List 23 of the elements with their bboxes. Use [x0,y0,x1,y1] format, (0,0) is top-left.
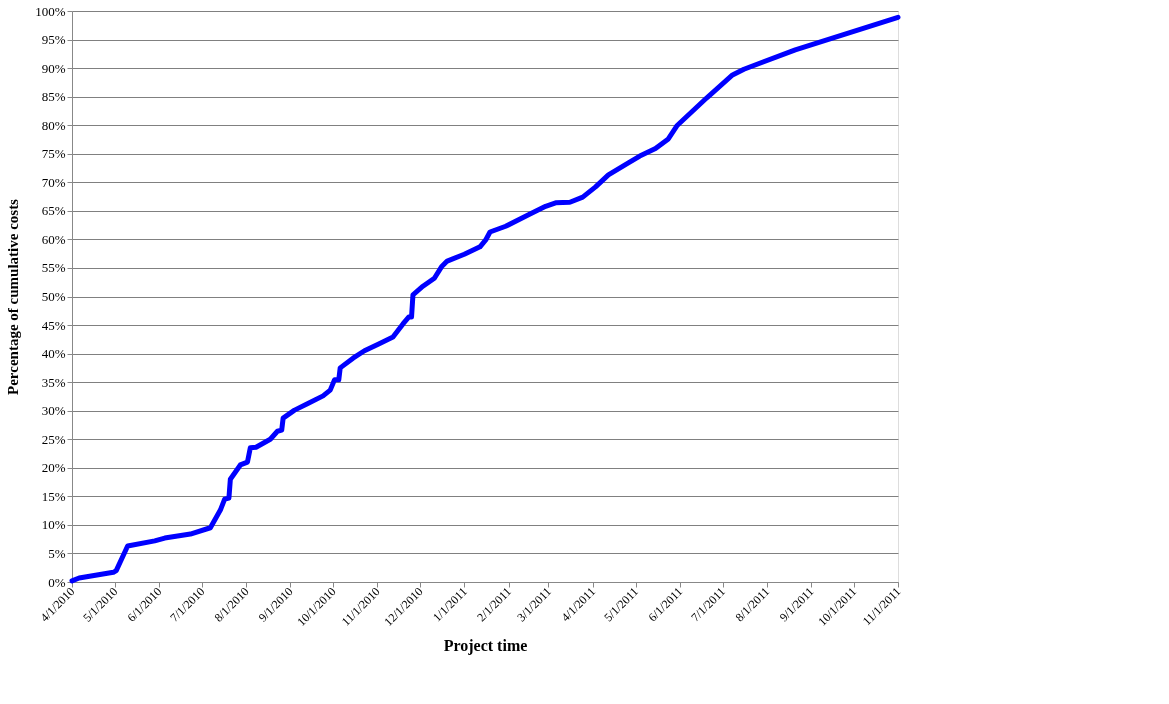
y-tick-label: 30% [41,403,66,419]
y-tick-label: 10% [41,517,66,533]
y-tick-label: 70% [41,174,66,190]
y-tick-label: 50% [41,289,66,304]
y-tick-label: 100% [35,3,66,19]
y-tick-label: 60% [41,231,66,247]
y-tick-label: 0% [48,574,66,590]
y-tick-label: 40% [41,346,66,362]
y-tick-label: 20% [41,460,66,476]
y-tick-label: 45% [41,317,66,333]
y-axis-title: Percentage of cumulative costs [5,198,22,395]
y-tick-label: 90% [41,60,66,76]
y-tick-label: 15% [41,488,66,504]
y-tick-label: 75% [41,146,66,162]
y-tick-label: 55% [41,260,66,276]
y-tick-label: 35% [41,374,66,390]
y-tick-label: 65% [41,203,66,219]
y-tick-label: 85% [41,89,66,105]
x-axis-title: Project time [443,637,528,656]
y-tick-label: 25% [41,431,66,447]
y-tick-label: 80% [41,117,66,133]
y-tick-label: 95% [41,32,66,48]
y-tick-label: 5% [48,545,66,561]
